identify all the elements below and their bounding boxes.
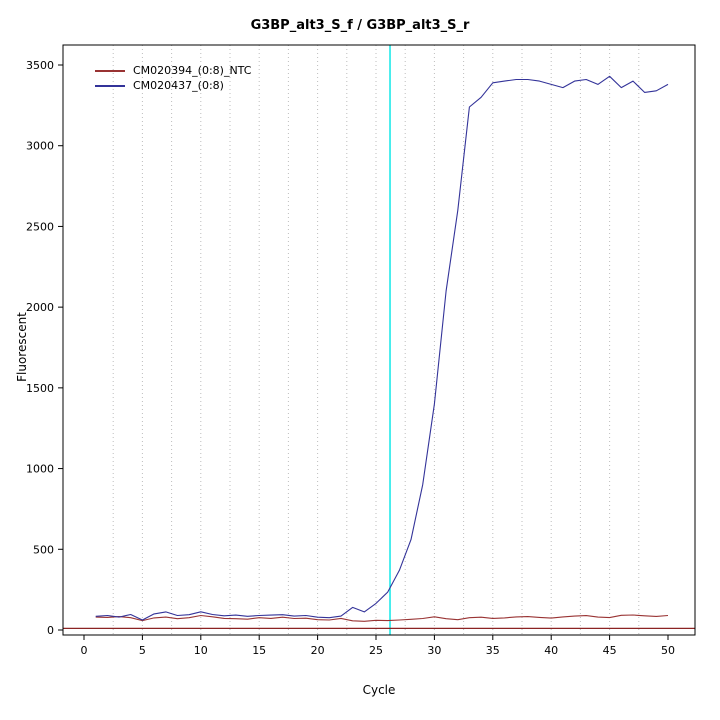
x-tick-label: 10: [194, 644, 208, 657]
x-tick-label: 45: [603, 644, 617, 657]
legend-swatch-ntc: [95, 69, 125, 72]
x-tick-label: 40: [544, 644, 558, 657]
legend-label-sample: CM020437_(0:8): [133, 79, 224, 92]
y-tick-label: 3000: [26, 140, 54, 153]
chart-title: G3BP_alt3_S_f / G3BP_alt3_S_r: [250, 18, 470, 33]
axes: 0 5 10 15 20 25 30 35 40 45 5005001000150020002500…: [26, 44, 696, 657]
x-tick-label: 0: [81, 644, 88, 657]
series-line-1: [95, 75, 669, 621]
x-tick-label: 35: [486, 644, 500, 657]
series-line-0: [95, 614, 669, 622]
x-tick-label: 50: [661, 644, 675, 657]
y-tick-label: 2500: [26, 220, 54, 233]
y-axis-label: Fluorescent: [15, 312, 29, 382]
y-tick-label: 2000: [26, 301, 54, 314]
x-tick-label: 15: [252, 644, 266, 657]
x-axis-label: Cycle: [362, 683, 396, 697]
x-tick-label: 30: [427, 644, 441, 657]
legend: CM020394_(0:8)_NTC CM020437_(0:8): [95, 63, 251, 93]
y-tick-label: 0: [47, 624, 54, 637]
x-tick-label: 5: [139, 644, 146, 657]
plot-border: [62, 44, 696, 636]
y-tick-label: 3500: [26, 59, 54, 72]
y-tick-label: 1500: [26, 382, 54, 395]
legend-item-sample: CM020437_(0:8): [95, 78, 251, 93]
x-tick-label: 25: [369, 644, 383, 657]
legend-swatch-sample: [95, 84, 125, 87]
series-lines: [95, 75, 669, 622]
y-tick-label: 500: [33, 543, 54, 556]
y-tick-label: 1000: [26, 463, 54, 476]
legend-label-ntc: CM020394_(0:8)_NTC: [133, 64, 252, 77]
gridlines: [112, 45, 640, 635]
x-tick-label: 20: [311, 644, 325, 657]
legend-item-ntc: CM020394_(0:8)_NTC: [95, 63, 251, 78]
